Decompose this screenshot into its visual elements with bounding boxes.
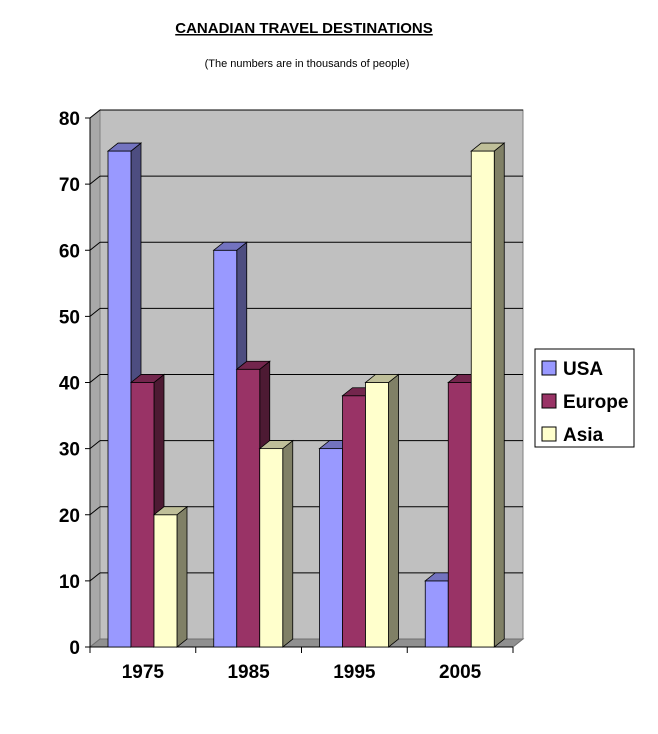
bar-front: [470, 150, 495, 648]
gridline-side: [89, 307, 101, 317]
bar-front: [365, 382, 389, 648]
chart-title: CANADIAN TRAVEL DESTINATIONS: [175, 20, 433, 37]
y-tick-label: 70: [59, 175, 80, 196]
gridline-side: [89, 440, 101, 450]
gridline-side: [89, 572, 101, 582]
bar-side: [388, 373, 399, 648]
bar-top: [364, 374, 400, 383]
y-tick-label: 20: [59, 506, 80, 527]
bar-front: [259, 448, 284, 648]
x-tick-label: 1985: [227, 662, 270, 683]
bar-front: [153, 514, 178, 648]
legend-label: Europe: [563, 392, 628, 413]
bar: [258, 439, 294, 648]
bar-top: [152, 506, 189, 516]
legend-swatch: [541, 426, 557, 442]
bar-front: [213, 249, 238, 648]
gridline-side: [89, 109, 101, 119]
y-tick-label: 50: [59, 307, 80, 328]
bar-side: [176, 505, 188, 648]
gridline-side: [89, 374, 101, 383]
bar-front: [447, 382, 472, 648]
x-tick-label: 1975: [122, 662, 165, 683]
gridline-side: [89, 506, 101, 516]
bar-top: [470, 142, 506, 152]
bar-front: [107, 150, 132, 648]
bar-top: [235, 360, 271, 370]
bar-front: [424, 580, 449, 648]
y-tick-label: 40: [59, 374, 80, 395]
bar-front: [130, 382, 155, 648]
bar-front: [236, 368, 261, 648]
x-axis-ticks: 1975 1985 1995 2005: [122, 662, 482, 683]
x-tick-label: 1995: [333, 662, 376, 683]
bar: [470, 142, 506, 648]
bar-top: [129, 374, 166, 383]
y-tick-label: 0: [69, 638, 80, 659]
legend-swatch: [541, 393, 557, 409]
bar-top: [258, 440, 294, 450]
chart-subtitle: (The numbers are in thousands of people): [205, 58, 410, 70]
gridline-side: [89, 241, 101, 251]
bar: [152, 505, 189, 648]
bar-side: [493, 142, 505, 648]
y-tick-label: 80: [59, 109, 80, 130]
bar-top: [106, 142, 143, 152]
y-axis-ticks: 0 10 20 30 40 50 60 70 80: [59, 109, 80, 659]
y-tick-label: 30: [59, 440, 80, 461]
legend-label: Asia: [563, 425, 604, 446]
bar-front: [319, 448, 343, 648]
y-tick-label: 60: [59, 241, 80, 262]
bar: [364, 373, 400, 648]
bar-front: [342, 395, 366, 648]
legend: USA Europe Asia: [534, 348, 635, 448]
legend-swatch: [541, 360, 557, 376]
legend-label: USA: [563, 359, 603, 380]
x-tick-label: 2005: [439, 662, 482, 683]
bar-side: [282, 439, 294, 648]
gridline-side: [89, 175, 101, 185]
y-tick-label: 10: [59, 572, 80, 593]
bars: [106, 142, 506, 648]
bar-top: [212, 241, 248, 251]
